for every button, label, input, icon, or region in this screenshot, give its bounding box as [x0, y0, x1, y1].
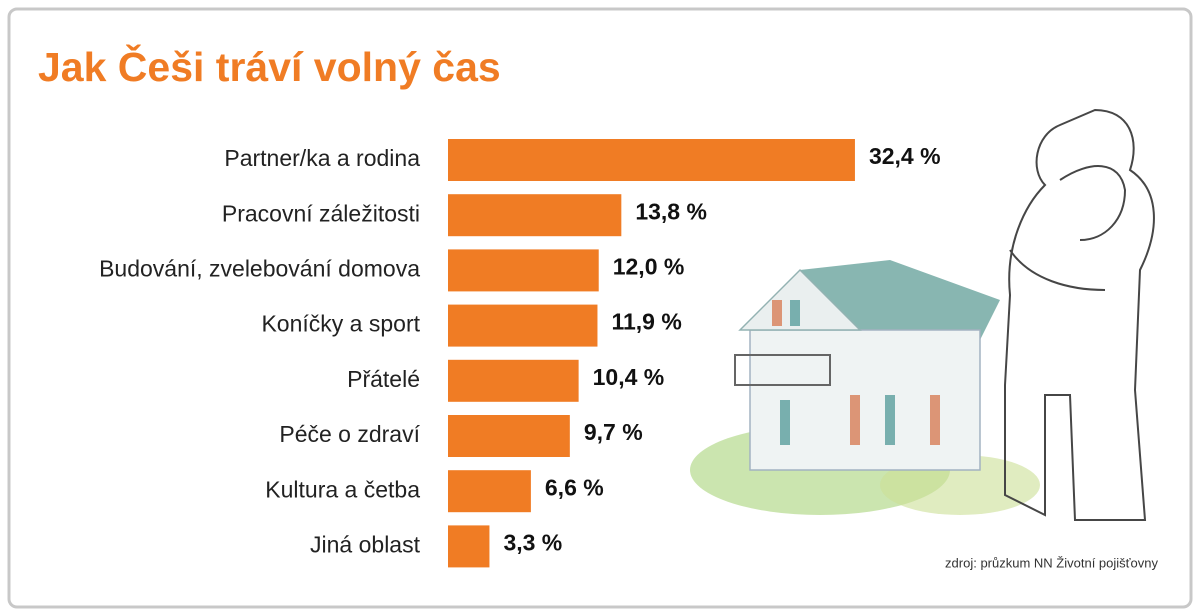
source-note: zdroj: průzkum NN Životní pojišťovny [945, 555, 1158, 570]
value-label: 6,6 % [545, 474, 604, 500]
category-label: Přátelé [347, 366, 420, 392]
bar [448, 470, 531, 513]
value-label: 10,4 % [593, 364, 665, 390]
category-label: Péče o zdraví [279, 421, 420, 447]
bar [448, 525, 490, 568]
category-label: Koníčky a sport [261, 311, 420, 337]
category-label: Jiná oblast [310, 531, 421, 557]
value-label: 11,9 % [611, 309, 681, 335]
value-label: 32,4 % [869, 143, 941, 169]
category-label: Pracovní záležitosti [222, 200, 420, 226]
chart-title: Jak Češi tráví volný čas [38, 44, 501, 90]
bar [448, 139, 855, 181]
value-label: 3,3 % [503, 529, 562, 555]
bar [448, 359, 579, 402]
bar [448, 249, 599, 292]
frame [7, 7, 1193, 609]
bar [448, 304, 598, 347]
category-label: Partner/ka a rodina [224, 145, 420, 171]
bar [448, 194, 622, 237]
value-label: 12,0 % [613, 253, 685, 279]
value-label: 9,7 % [584, 419, 643, 445]
bar [448, 415, 570, 457]
category-label: Kultura a četba [265, 476, 420, 502]
illustration [690, 108, 1155, 521]
value-label: 13,8 % [635, 198, 707, 224]
category-label: Budování, zvelebování domova [99, 255, 420, 281]
